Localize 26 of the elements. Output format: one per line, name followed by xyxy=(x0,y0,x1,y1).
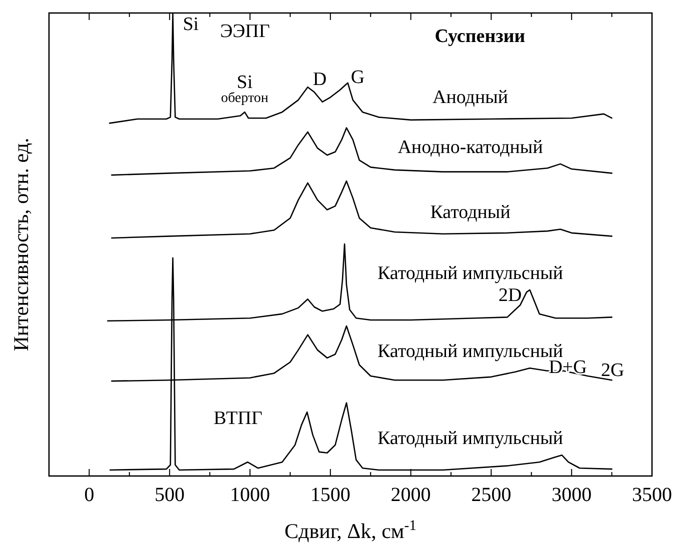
x-axis-title: Сдвиг, Δk, см$^{-1}$ xyxy=(284,518,416,543)
series-label: Катодный импульсный xyxy=(378,262,564,284)
series-label: Катодный xyxy=(430,202,510,224)
annotation: D xyxy=(312,69,327,90)
annotation: G xyxy=(350,66,365,88)
series-label: Анодно-катодный xyxy=(398,136,543,158)
x-tick-label: 1500 xyxy=(310,484,350,506)
x-tick-label: 0 xyxy=(84,484,94,506)
series-label: Катодный импульсный xyxy=(378,428,564,450)
series-label: Катодный импульсный xyxy=(378,341,564,362)
annotation: ЭЭПГ xyxy=(220,21,270,42)
x-tick-label: 3500 xyxy=(632,484,672,506)
x-tick-label: 2500 xyxy=(471,484,512,506)
annotation: обертон xyxy=(220,91,269,106)
annotation: 2D xyxy=(498,284,522,306)
x-tick-label: 3000 xyxy=(552,484,592,506)
annotation: Суспензии xyxy=(434,26,526,47)
x-tick-label: 500 xyxy=(154,484,185,506)
x-tick-label: 2000 xyxy=(390,484,431,506)
annotation: Si xyxy=(236,72,253,94)
y-axis-title: Интенсивность, отн. ед. xyxy=(9,138,33,352)
x-tick-label: 1000 xyxy=(230,484,270,506)
annotation: Si xyxy=(182,14,199,35)
annotation: 2G xyxy=(600,360,624,381)
series-label: Анодный xyxy=(432,86,508,108)
annotation: ВТПГ xyxy=(214,408,262,429)
